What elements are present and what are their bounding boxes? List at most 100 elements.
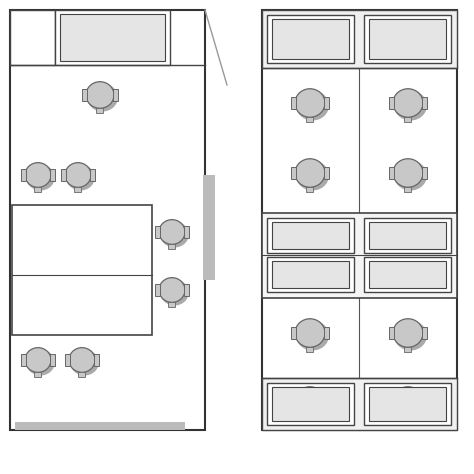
Ellipse shape [393, 319, 423, 347]
Ellipse shape [86, 82, 114, 108]
Bar [291, 395, 296, 407]
Bar [184, 227, 189, 237]
Bar [364, 15, 451, 63]
Ellipse shape [159, 278, 185, 302]
Bar [422, 327, 427, 339]
Bar [155, 227, 160, 237]
Bar [404, 415, 411, 420]
Bar [369, 261, 446, 288]
Bar [272, 19, 349, 59]
Bar [94, 355, 99, 365]
Bar [422, 167, 427, 179]
Ellipse shape [160, 280, 189, 306]
Ellipse shape [393, 89, 423, 117]
Bar [422, 395, 427, 407]
Ellipse shape [69, 347, 95, 373]
Bar [389, 395, 394, 407]
Bar [155, 284, 160, 295]
Bar [307, 347, 313, 352]
Bar [389, 97, 394, 109]
Ellipse shape [26, 349, 55, 375]
Bar [272, 261, 349, 288]
Bar [90, 170, 95, 181]
Bar [97, 108, 103, 113]
Bar [35, 372, 42, 377]
Ellipse shape [296, 320, 329, 350]
Bar [364, 257, 451, 292]
Bar [291, 97, 296, 109]
Bar [324, 167, 329, 179]
Bar [422, 97, 427, 109]
Ellipse shape [393, 387, 423, 415]
Ellipse shape [296, 389, 329, 419]
Bar [364, 383, 451, 425]
Bar [389, 327, 394, 339]
Ellipse shape [394, 320, 427, 350]
Bar [307, 117, 313, 122]
Bar [82, 89, 87, 101]
Ellipse shape [26, 164, 55, 191]
Bar [21, 355, 26, 365]
Ellipse shape [394, 389, 427, 419]
Bar [307, 187, 313, 192]
Bar [291, 327, 296, 339]
Bar [262, 10, 457, 430]
Bar [324, 97, 329, 109]
Bar [79, 372, 85, 377]
Bar [404, 347, 411, 352]
Bar [267, 257, 354, 292]
Bar [291, 167, 296, 179]
Bar [404, 187, 411, 192]
Ellipse shape [160, 221, 189, 247]
Bar [10, 10, 205, 430]
Bar [21, 170, 26, 181]
Bar [272, 387, 349, 421]
Ellipse shape [65, 163, 91, 187]
Bar [35, 187, 42, 192]
Bar [55, 10, 170, 65]
Bar [404, 117, 411, 122]
Bar [12, 205, 152, 335]
Ellipse shape [394, 161, 427, 191]
Ellipse shape [296, 91, 329, 120]
Bar [168, 244, 175, 249]
Bar [369, 222, 446, 249]
Bar [262, 378, 457, 430]
Bar [203, 175, 215, 280]
Bar [10, 10, 55, 65]
Bar [267, 15, 354, 63]
Bar [65, 355, 70, 365]
Bar [15, 422, 185, 430]
Ellipse shape [295, 159, 325, 187]
Ellipse shape [159, 219, 185, 245]
Bar [61, 170, 66, 181]
Ellipse shape [25, 347, 51, 373]
Ellipse shape [393, 159, 423, 187]
Bar [113, 89, 118, 101]
Ellipse shape [394, 91, 427, 120]
Bar [168, 302, 175, 307]
Bar [369, 387, 446, 421]
Bar [389, 167, 394, 179]
Bar [324, 327, 329, 339]
Ellipse shape [295, 319, 325, 347]
Bar [324, 395, 329, 407]
Bar [74, 187, 82, 192]
Bar [267, 383, 354, 425]
Bar [272, 222, 349, 249]
Bar [364, 218, 451, 253]
Ellipse shape [70, 349, 99, 375]
Bar [262, 213, 457, 298]
Bar [184, 284, 189, 295]
Ellipse shape [87, 83, 118, 111]
Bar [369, 19, 446, 59]
Ellipse shape [296, 161, 329, 191]
Ellipse shape [295, 387, 325, 415]
Bar [307, 415, 313, 420]
Bar [60, 14, 165, 61]
Bar [50, 355, 55, 365]
Ellipse shape [66, 164, 95, 191]
Ellipse shape [25, 163, 51, 187]
Ellipse shape [295, 89, 325, 117]
Bar [50, 170, 55, 181]
